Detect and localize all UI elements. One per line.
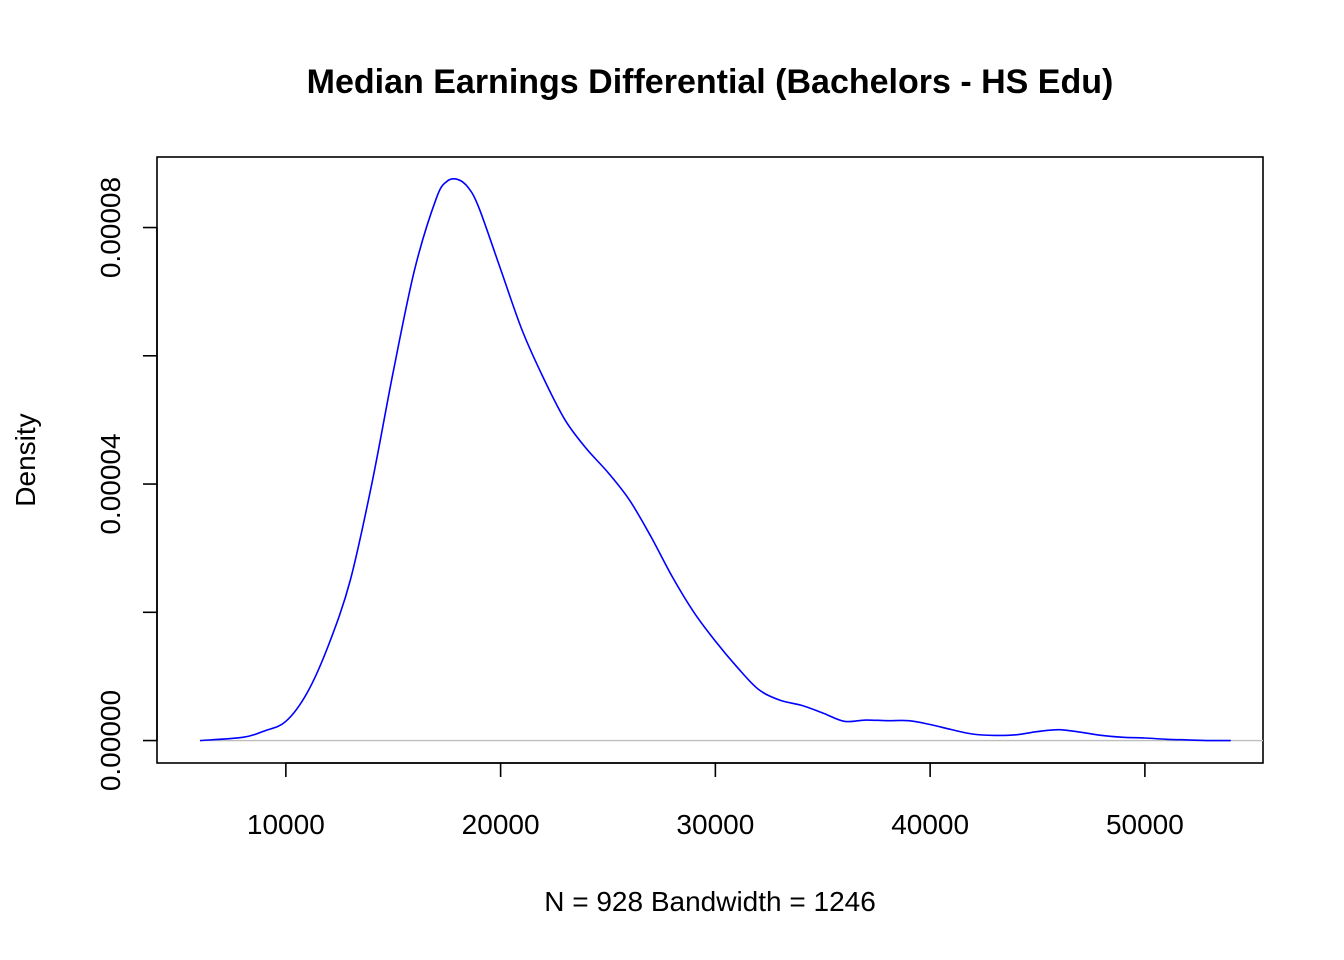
x-tick-label: 30000 bbox=[676, 809, 754, 840]
density-curve bbox=[199, 177, 1231, 742]
x-tick-label: 20000 bbox=[462, 809, 540, 840]
chart-title: Median Earnings Differential (Bachelors … bbox=[307, 63, 1114, 101]
y-tick-label: 0.00008 bbox=[95, 177, 126, 278]
x-tick-label: 50000 bbox=[1106, 809, 1184, 840]
x-tick-label: 40000 bbox=[891, 809, 969, 840]
x-axis: 10000 20000 30000 40000 50000 bbox=[247, 762, 1184, 840]
plot-frame bbox=[156, 156, 1264, 764]
y-axis-label: Density bbox=[10, 413, 41, 506]
x-axis-label: N = 928 Bandwidth = 1246 bbox=[544, 886, 876, 917]
y-tick-label: 0.00000 bbox=[95, 690, 126, 791]
y-tick-label: 0.00004 bbox=[95, 433, 126, 534]
x-tick-label: 10000 bbox=[247, 809, 325, 840]
y-axis: 0.00000 0.00004 0.00008 bbox=[95, 177, 158, 791]
